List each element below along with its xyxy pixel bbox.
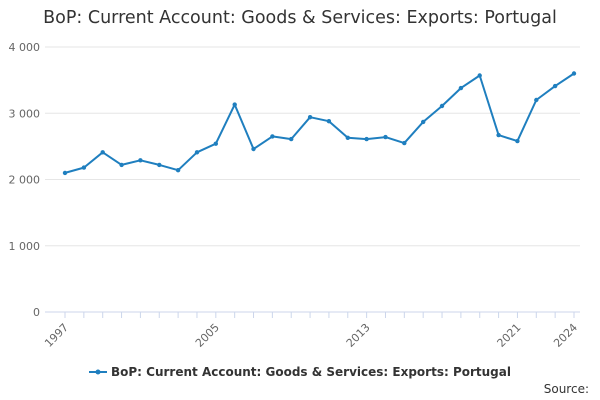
y-tick-label: 0 (33, 306, 40, 319)
data-point[interactable] (534, 97, 539, 103)
data-point[interactable] (232, 102, 237, 107)
data-point[interactable] (345, 135, 350, 140)
y-axis-ticks: 0 1 000 2 000 3 000 4 000 (9, 41, 41, 319)
chart-title: BoP: Current Account: Goods & Services: … (43, 8, 557, 28)
data-point[interactable] (326, 119, 332, 124)
data-point[interactable] (194, 150, 200, 155)
data-point[interactable] (81, 165, 87, 170)
x-tick-label: 2024 (551, 321, 580, 350)
data-point[interactable] (383, 134, 388, 140)
x-axis-ticks: 1997 2005 2013 2021 2024 (42, 321, 580, 350)
x-tick-label: 2021 (495, 321, 524, 350)
data-point[interactable] (270, 134, 275, 139)
gridlines (45, 46, 580, 247)
source-label[interactable]: Source: (543, 382, 589, 396)
data-point[interactable] (175, 168, 181, 173)
data-point[interactable] (402, 140, 407, 146)
data-point[interactable] (213, 141, 218, 146)
y-tick-label: 4 000 (9, 41, 41, 54)
x-tick-label: 1997 (42, 321, 71, 350)
data-point[interactable] (307, 115, 313, 120)
data-point[interactable] (119, 162, 124, 168)
legend-line-marker-icon (89, 369, 107, 375)
y-tick-label: 1 000 (9, 240, 41, 253)
data-point[interactable] (496, 132, 501, 138)
legend-label: BoP: Current Account: Goods & Services: … (111, 365, 511, 379)
axes (45, 311, 580, 318)
data-point[interactable] (289, 136, 294, 142)
data-point[interactable] (421, 119, 426, 125)
data-point[interactable] (364, 136, 369, 142)
x-tick-label: 2013 (344, 321, 373, 350)
data-point[interactable] (477, 73, 482, 78)
y-tick-label: 2 000 (9, 174, 41, 187)
x-tick-label: 2005 (193, 321, 222, 350)
data-point[interactable] (552, 83, 558, 89)
series-layer (62, 71, 577, 176)
y-tick-label: 3 000 (9, 107, 41, 120)
data-point[interactable] (100, 150, 105, 155)
data-point[interactable] (251, 146, 256, 152)
data-point[interactable] (138, 158, 143, 163)
data-point[interactable] (157, 162, 162, 168)
data-point[interactable] (439, 103, 445, 109)
data-point[interactable] (571, 71, 577, 76)
data-point[interactable] (515, 138, 520, 144)
data-point[interactable] (62, 170, 68, 176)
data-point[interactable] (458, 85, 464, 91)
legend[interactable]: BoP: Current Account: Goods & Services: … (0, 365, 600, 380)
series-line[interactable] (64, 72, 575, 174)
